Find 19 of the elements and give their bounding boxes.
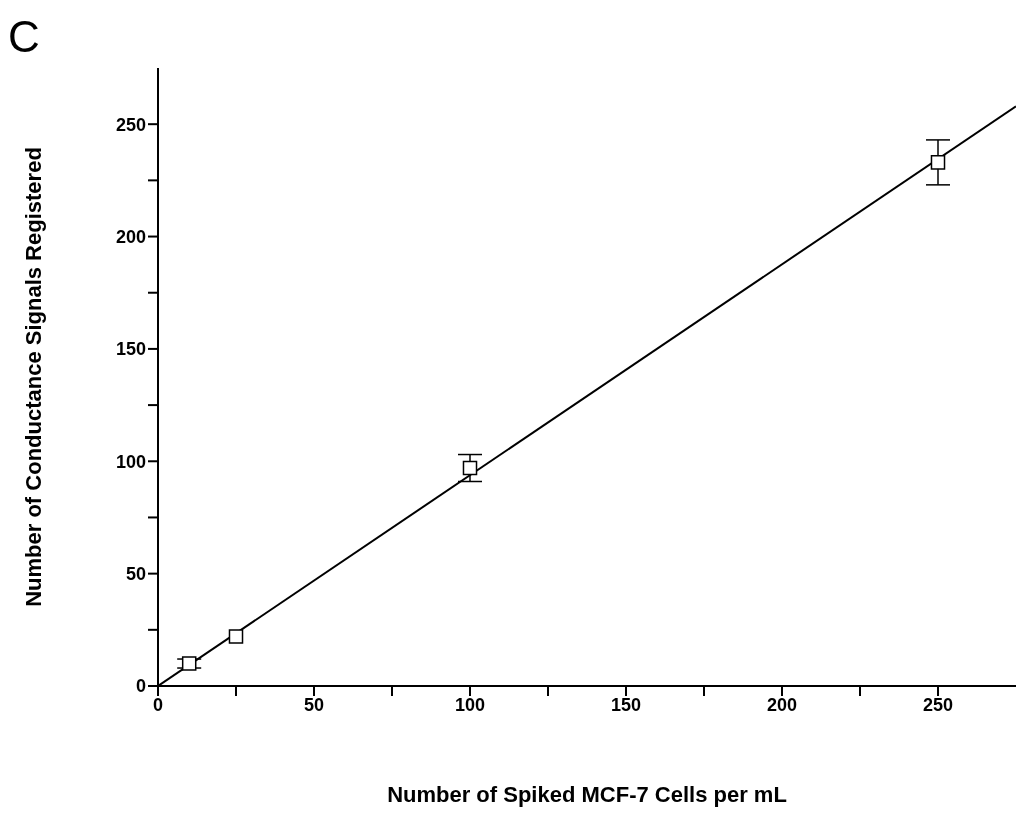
y-tick-label: 250 xyxy=(115,114,146,135)
x-tick-label: 50 xyxy=(303,694,325,715)
x-tick-label: 250 xyxy=(922,694,954,715)
x-tick-label: 150 xyxy=(610,694,642,715)
y-tick-label: 150 xyxy=(115,339,146,360)
y-tick-label: 100 xyxy=(115,451,146,472)
y-tick-label: 0 xyxy=(135,676,146,697)
point xyxy=(462,460,478,476)
y-tick-label: 200 xyxy=(115,226,146,247)
point xyxy=(930,155,946,170)
text: C xyxy=(8,12,40,62)
x-tick-label: 0 xyxy=(152,694,164,715)
point xyxy=(181,656,197,671)
x-tick-label: 100 xyxy=(454,694,486,715)
y-axis-title: Number of Conductance Signals Registered xyxy=(20,147,46,607)
x-tick-label: 200 xyxy=(766,694,798,715)
x-axis-title: Number of Spiked MCF-7 Cells per mL xyxy=(387,781,787,807)
y-tick-label: 50 xyxy=(125,564,146,585)
point xyxy=(228,629,244,644)
